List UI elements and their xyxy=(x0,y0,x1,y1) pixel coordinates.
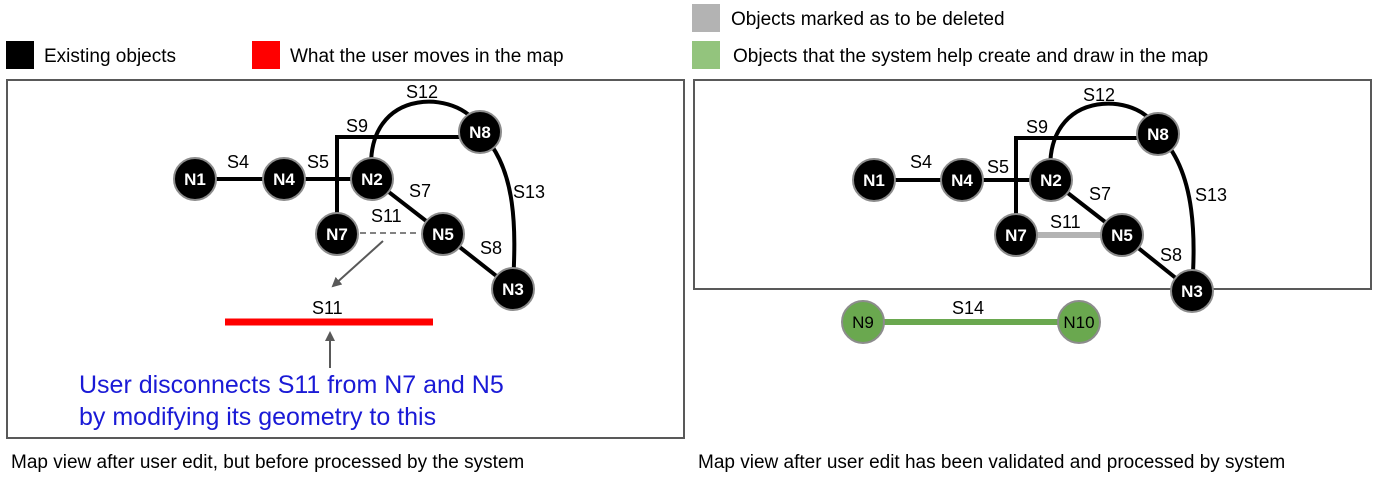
node-n3: N3 xyxy=(491,267,535,311)
node-label-n8: N8 xyxy=(469,123,491,142)
label-s11: S11 xyxy=(371,206,402,226)
node-n5-r: N5 xyxy=(1100,213,1144,257)
node-label-n1-r: N1 xyxy=(863,171,885,190)
legend-item-existing: Existing objects xyxy=(6,41,176,69)
right-panel: S4 S5 S9 S12 S7 S13 S11 S8 S14 N1 N4 N2 … xyxy=(693,79,1372,473)
node-label-n5: N5 xyxy=(432,225,454,244)
left-caption: Map view after user edit, but before pro… xyxy=(11,452,524,473)
segment-s9-r xyxy=(1014,136,1158,235)
node-n4: N4 xyxy=(262,157,306,201)
legend-item-moved: What the user moves in the map xyxy=(252,41,564,69)
label-s7-r: S7 xyxy=(1089,184,1111,204)
note-line-2: by modifying its geometry to this xyxy=(79,403,436,431)
legend-swatch-moved xyxy=(252,41,280,69)
label-s4-r: S4 xyxy=(910,152,932,172)
right-map-frame xyxy=(693,79,1372,290)
node-n7: N7 xyxy=(315,212,359,256)
node-label-n1: N1 xyxy=(184,170,206,189)
label-s13-r: S13 xyxy=(1195,185,1227,205)
label-s9: S9 xyxy=(346,116,368,136)
legend-swatch-deleted xyxy=(692,4,720,32)
node-n1-r: N1 xyxy=(852,158,896,202)
legend-label-created: Objects that the system help create and … xyxy=(733,46,1208,67)
legend-swatch-existing xyxy=(6,41,34,69)
label-s11-r: S11 xyxy=(1050,212,1081,232)
label-s9-r: S9 xyxy=(1026,117,1048,137)
arrow-to-moved-s11 xyxy=(331,240,384,288)
legend-item-deleted: Objects marked as to be deleted xyxy=(692,4,1005,32)
node-label-n3-r: N3 xyxy=(1181,282,1203,301)
legend-label-existing: Existing objects xyxy=(44,46,176,67)
node-n10: N10 xyxy=(1057,300,1101,344)
node-label-n3: N3 xyxy=(502,280,524,299)
label-s7: S7 xyxy=(409,181,431,201)
left-panel: S4 S5 S9 S12 S7 S13 S11 S8 S11 N1 N4 N2 … xyxy=(6,79,685,473)
label-s5-r: S5 xyxy=(987,157,1009,177)
node-label-n10: N10 xyxy=(1063,313,1094,332)
label-s11-moved: S11 xyxy=(312,298,343,318)
node-label-n2-r: N2 xyxy=(1040,171,1062,190)
node-label-n4: N4 xyxy=(273,170,295,189)
label-s12-r: S12 xyxy=(1083,85,1115,105)
node-label-n8-r: N8 xyxy=(1147,125,1169,144)
label-s12: S12 xyxy=(406,82,438,102)
label-s4: S4 xyxy=(227,152,249,172)
label-s13: S13 xyxy=(513,182,545,202)
node-n4-r: N4 xyxy=(940,158,984,202)
node-n8-r: N8 xyxy=(1136,112,1180,156)
node-n2-r: N2 xyxy=(1029,158,1073,202)
label-s8: S8 xyxy=(480,238,502,258)
node-n3-r: N3 xyxy=(1170,269,1214,313)
node-n8: N8 xyxy=(458,110,502,154)
legend-item-created: Objects that the system help create and … xyxy=(692,41,1208,69)
node-n9: N9 xyxy=(841,300,885,344)
node-n5: N5 xyxy=(421,212,465,256)
node-label-n2: N2 xyxy=(361,170,383,189)
node-label-n5-r: N5 xyxy=(1111,226,1133,245)
segment-s9 xyxy=(335,135,480,234)
label-s14: S14 xyxy=(952,298,984,318)
node-label-n7-r: N7 xyxy=(1005,226,1027,245)
left-map-frame xyxy=(6,79,685,439)
node-n2: N2 xyxy=(350,157,394,201)
node-n1: N1 xyxy=(173,157,217,201)
label-s8-r: S8 xyxy=(1160,245,1182,265)
note-line-1: User disconnects S11 from N7 and N5 xyxy=(79,371,504,399)
legend-label-moved: What the user moves in the map xyxy=(290,46,564,67)
node-n7-r: N7 xyxy=(994,213,1038,257)
label-s5: S5 xyxy=(307,152,329,172)
legend-label-deleted: Objects marked as to be deleted xyxy=(731,9,1005,30)
legend: Existing objects What the user moves in … xyxy=(6,4,1208,69)
right-caption: Map view after user edit has been valida… xyxy=(698,452,1285,473)
node-label-n7: N7 xyxy=(326,225,348,244)
legend-swatch-created xyxy=(692,41,720,69)
node-label-n9: N9 xyxy=(852,313,874,332)
node-label-n4-r: N4 xyxy=(951,171,973,190)
